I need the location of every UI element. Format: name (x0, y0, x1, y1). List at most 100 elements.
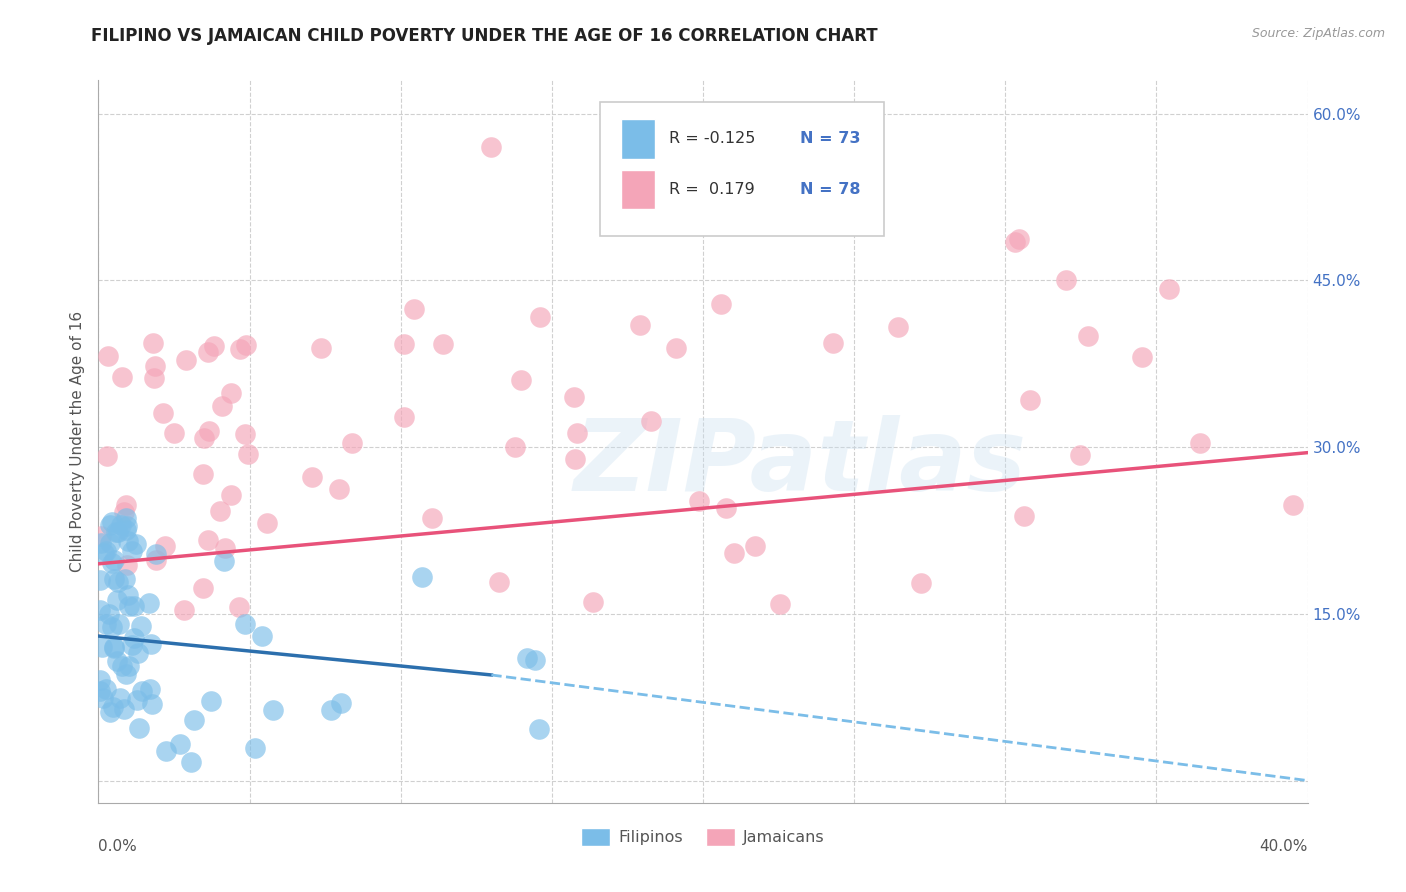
Point (89, 673, 111, 687)
Point (262, 703, 284, 717)
Point (94, 544, 117, 558)
Point (118, 599, 141, 614)
Point (329, 696, 352, 710)
Point (90, 536, 112, 550)
Point (392, 409, 415, 424)
Point (411, 569, 433, 583)
Point (90, 529, 112, 543)
Point (688, 494, 710, 508)
Point (105, 593, 128, 607)
Point (128, 721, 150, 735)
Point (524, 653, 547, 667)
Point (516, 650, 538, 665)
Point (94, 681, 117, 696)
Y-axis label: Child Poverty Under the Age of 16: Child Poverty Under the Age of 16 (69, 311, 84, 572)
Point (145, 547, 167, 561)
FancyBboxPatch shape (600, 102, 884, 235)
Point (340, 436, 363, 450)
Point (250, 629, 273, 643)
Point (98, 517, 121, 532)
Point (114, 498, 136, 512)
Point (117, 588, 139, 602)
Point (143, 359, 166, 373)
Point (125, 693, 148, 707)
Point (98, 706, 121, 720)
Point (111, 658, 134, 673)
Point (121, 544, 143, 558)
Point (121, 638, 143, 652)
Point (211, 400, 233, 414)
Point (235, 616, 257, 631)
Point (103, 640, 125, 654)
Point (564, 451, 586, 466)
Point (139, 682, 162, 697)
Point (107, 616, 129, 631)
Point (214, 541, 236, 555)
Point (103, 641, 125, 656)
Point (90, 640, 112, 655)
Point (89, 602, 111, 616)
Point (233, 427, 256, 442)
Point (117, 534, 139, 549)
Point (1282, 498, 1305, 512)
Point (114, 667, 136, 681)
Point (105, 654, 128, 668)
Point (100, 515, 122, 529)
Point (198, 424, 221, 438)
Point (1018, 393, 1040, 408)
Point (141, 698, 163, 712)
Point (96, 616, 118, 631)
Point (402, 302, 425, 317)
Point (112, 701, 135, 715)
Point (488, 575, 510, 590)
Point (1189, 436, 1212, 450)
Point (89, 684, 111, 698)
Point (115, 510, 138, 524)
Point (183, 713, 205, 727)
Point (115, 523, 138, 537)
Point (191, 467, 214, 482)
Point (219, 488, 242, 502)
Legend: Filipinos, Jamaicans: Filipinos, Jamaicans (575, 822, 831, 853)
Point (564, 390, 586, 404)
Point (193, 432, 215, 446)
Point (101, 556, 124, 570)
Point (238, 446, 260, 460)
Point (714, 501, 737, 516)
Point (118, 658, 141, 673)
Point (1054, 273, 1077, 287)
Point (98, 536, 121, 550)
Point (529, 310, 551, 324)
Text: Source: ZipAtlas.com: Source: ZipAtlas.com (1251, 27, 1385, 40)
Point (103, 572, 125, 586)
Point (89, 573, 111, 587)
Text: N = 78: N = 78 (800, 182, 860, 197)
Bar (621, 169, 655, 210)
Point (200, 694, 222, 708)
Point (256, 516, 278, 531)
Point (228, 600, 250, 615)
Point (103, 553, 125, 567)
Point (96, 449, 118, 463)
Point (169, 738, 191, 752)
Point (129, 618, 152, 632)
Point (97, 607, 120, 622)
Point (193, 581, 215, 595)
Point (1069, 448, 1091, 462)
Point (155, 744, 177, 758)
Point (101, 700, 124, 714)
Point (723, 546, 745, 560)
Point (1077, 328, 1099, 343)
Point (107, 575, 129, 590)
Point (887, 319, 910, 334)
Point (111, 369, 134, 384)
Point (93, 546, 115, 560)
Point (145, 552, 167, 566)
Point (104, 525, 127, 540)
Point (209, 504, 232, 518)
Point (481, 140, 503, 154)
Point (212, 554, 235, 568)
Point (131, 683, 153, 698)
Point (640, 414, 662, 428)
Text: R =  0.179: R = 0.179 (669, 182, 755, 197)
